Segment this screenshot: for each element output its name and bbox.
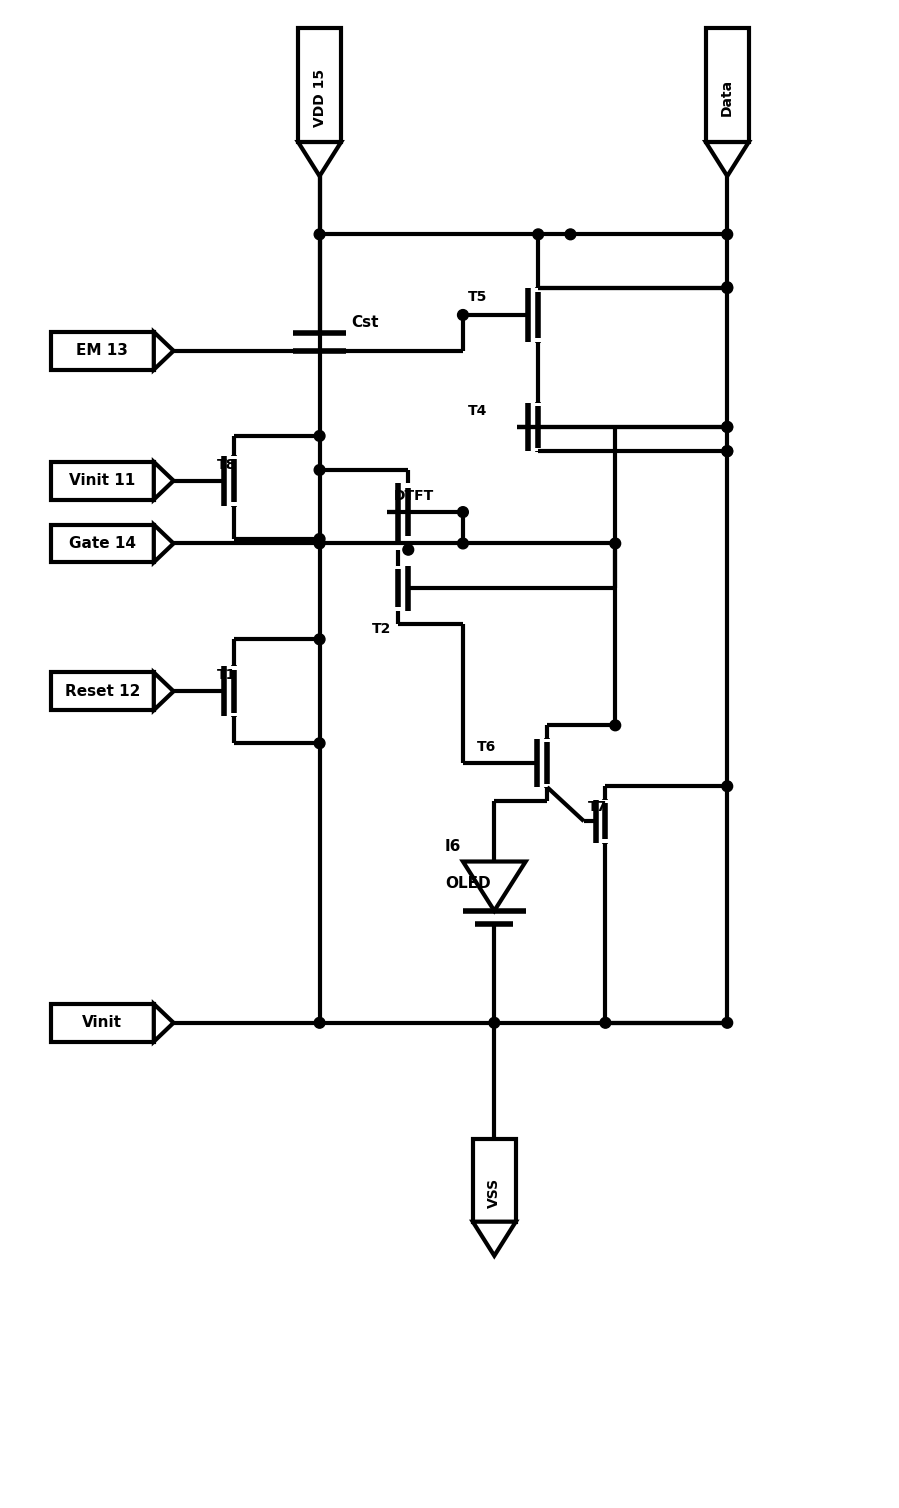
Circle shape [458,538,468,549]
Bar [51,461,154,499]
Circle shape [315,229,325,240]
Bar [706,29,749,142]
Circle shape [722,422,733,433]
Bar [51,332,154,369]
Circle shape [722,282,733,294]
Circle shape [315,1018,325,1028]
Circle shape [458,309,468,320]
Circle shape [315,464,325,475]
Circle shape [722,282,733,293]
Bar [51,1004,154,1042]
Polygon shape [154,525,174,562]
Circle shape [722,446,733,457]
Text: Cst: Cst [351,315,378,330]
Circle shape [610,538,620,549]
Circle shape [533,229,544,240]
Circle shape [458,507,468,517]
Text: T8: T8 [217,458,236,472]
Text: OLED: OLED [445,876,491,891]
Text: VSS: VSS [487,1178,502,1208]
Bar [298,29,341,142]
Polygon shape [154,1004,174,1042]
Text: VDD 15: VDD 15 [313,69,326,127]
Text: I6: I6 [445,840,461,855]
Circle shape [315,633,325,645]
Circle shape [722,1018,733,1028]
Text: Reset 12: Reset 12 [65,683,140,698]
Circle shape [610,719,620,731]
Text: Vinit 11: Vinit 11 [69,474,136,489]
Circle shape [565,229,576,240]
Circle shape [315,538,325,549]
Polygon shape [154,332,174,369]
Text: Gate 14: Gate 14 [69,535,136,550]
Circle shape [315,737,325,748]
Text: T6: T6 [476,740,495,754]
Text: Vinit: Vinit [83,1015,122,1030]
Text: T4: T4 [467,404,486,418]
Polygon shape [154,461,174,499]
Circle shape [722,229,733,240]
Text: T2: T2 [371,623,391,636]
Circle shape [315,431,325,442]
Circle shape [722,446,733,457]
Text: DTFT: DTFT [394,489,434,504]
Polygon shape [154,673,174,710]
Polygon shape [298,142,341,176]
Circle shape [489,1018,500,1028]
Circle shape [403,544,414,555]
Polygon shape [473,1221,516,1256]
Circle shape [722,422,733,433]
Text: T5: T5 [467,290,486,305]
Text: T7: T7 [588,801,608,814]
Bar [473,1139,516,1221]
Text: T1: T1 [217,668,236,682]
Polygon shape [706,142,749,176]
Circle shape [315,534,325,544]
Text: EM 13: EM 13 [76,344,129,359]
Bar [51,673,154,710]
Text: Data: Data [720,78,734,116]
Bar [51,525,154,562]
Circle shape [600,1018,610,1028]
Circle shape [722,781,733,792]
